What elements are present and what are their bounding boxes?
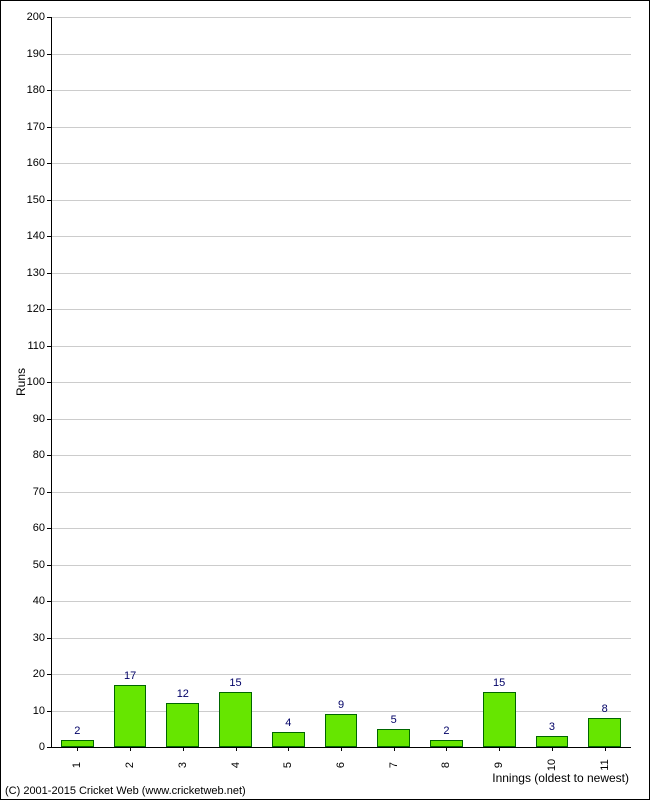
- bar-value-label: 4: [285, 717, 291, 729]
- gridline: [51, 601, 631, 602]
- y-tick-label: 200: [27, 11, 45, 23]
- gridline: [51, 528, 631, 529]
- bar: [588, 718, 621, 747]
- gridline: [51, 309, 631, 310]
- gridline: [51, 54, 631, 55]
- x-tick-label: 8: [440, 762, 452, 768]
- x-axis-label: Innings (oldest to newest): [492, 771, 629, 785]
- y-tick-label: 120: [27, 303, 45, 315]
- bar: [377, 729, 410, 747]
- y-tick-label: 50: [33, 559, 45, 571]
- x-tick-label: 7: [388, 762, 400, 768]
- y-tick-label: 170: [27, 121, 45, 133]
- y-tick-label: 10: [33, 705, 45, 717]
- y-axis-line: [51, 17, 52, 747]
- gridline: [51, 200, 631, 201]
- y-tick-label: 130: [27, 267, 45, 279]
- x-tick: [605, 747, 606, 751]
- gridline: [51, 273, 631, 274]
- y-tick-label: 180: [27, 84, 45, 96]
- gridline: [51, 90, 631, 91]
- gridline: [51, 455, 631, 456]
- y-tick-label: 40: [33, 595, 45, 607]
- copyright-text: (C) 2001-2015 Cricket Web (www.cricketwe…: [5, 785, 246, 797]
- x-tick-label: 10: [546, 759, 558, 771]
- x-tick: [552, 747, 553, 751]
- bar: [536, 736, 569, 747]
- y-tick-label: 90: [33, 413, 45, 425]
- x-tick: [183, 747, 184, 751]
- gridline: [51, 346, 631, 347]
- gridline: [51, 638, 631, 639]
- x-tick-label: 1: [71, 762, 83, 768]
- bar: [430, 740, 463, 747]
- x-tick: [130, 747, 131, 751]
- y-tick-label: 0: [39, 741, 45, 753]
- y-tick-label: 30: [33, 632, 45, 644]
- gridline: [51, 565, 631, 566]
- bar: [272, 732, 305, 747]
- bar: [219, 692, 252, 747]
- x-tick: [341, 747, 342, 751]
- bar-value-label: 17: [124, 670, 136, 682]
- x-tick: [236, 747, 237, 751]
- y-tick-label: 60: [33, 522, 45, 534]
- x-tick: [394, 747, 395, 751]
- gridline: [51, 127, 631, 128]
- bar-value-label: 12: [177, 688, 189, 700]
- gridline: [51, 674, 631, 675]
- y-tick-label: 150: [27, 194, 45, 206]
- plot-area: 0102030405060708090100110120130140150160…: [51, 17, 631, 747]
- y-tick-label: 160: [27, 157, 45, 169]
- y-tick-label: 190: [27, 48, 45, 60]
- x-tick: [77, 747, 78, 751]
- bar-value-label: 15: [229, 677, 241, 689]
- bar-value-label: 15: [493, 677, 505, 689]
- bar-value-label: 2: [443, 725, 449, 737]
- x-tick: [446, 747, 447, 751]
- bar: [166, 703, 199, 747]
- bar: [325, 714, 358, 747]
- y-axis-label: Runs: [14, 368, 28, 396]
- y-tick-label: 140: [27, 230, 45, 242]
- bar-value-label: 5: [391, 714, 397, 726]
- bar-value-label: 8: [602, 703, 608, 715]
- gridline: [51, 419, 631, 420]
- bar: [61, 740, 94, 747]
- y-tick-label: 20: [33, 668, 45, 680]
- y-tick-label: 70: [33, 486, 45, 498]
- y-tick-label: 80: [33, 449, 45, 461]
- bar: [483, 692, 516, 747]
- bar: [114, 685, 147, 747]
- x-tick-label: 2: [124, 762, 136, 768]
- gridline: [51, 163, 631, 164]
- gridline: [51, 382, 631, 383]
- x-tick-label: 5: [282, 762, 294, 768]
- x-tick: [499, 747, 500, 751]
- chart-container: 0102030405060708090100110120130140150160…: [0, 0, 650, 800]
- gridline: [51, 17, 631, 18]
- x-tick-label: 11: [599, 759, 611, 770]
- bar-value-label: 2: [74, 725, 80, 737]
- x-tick-label: 4: [230, 762, 242, 768]
- y-tick-label: 110: [27, 340, 45, 352]
- bar-value-label: 9: [338, 699, 344, 711]
- gridline: [51, 492, 631, 493]
- x-tick-label: 6: [335, 762, 347, 768]
- y-tick-label: 100: [27, 376, 45, 388]
- x-tick-label: 9: [493, 762, 505, 768]
- x-tick: [288, 747, 289, 751]
- gridline: [51, 236, 631, 237]
- x-tick-label: 3: [177, 762, 189, 768]
- bar-value-label: 3: [549, 721, 555, 733]
